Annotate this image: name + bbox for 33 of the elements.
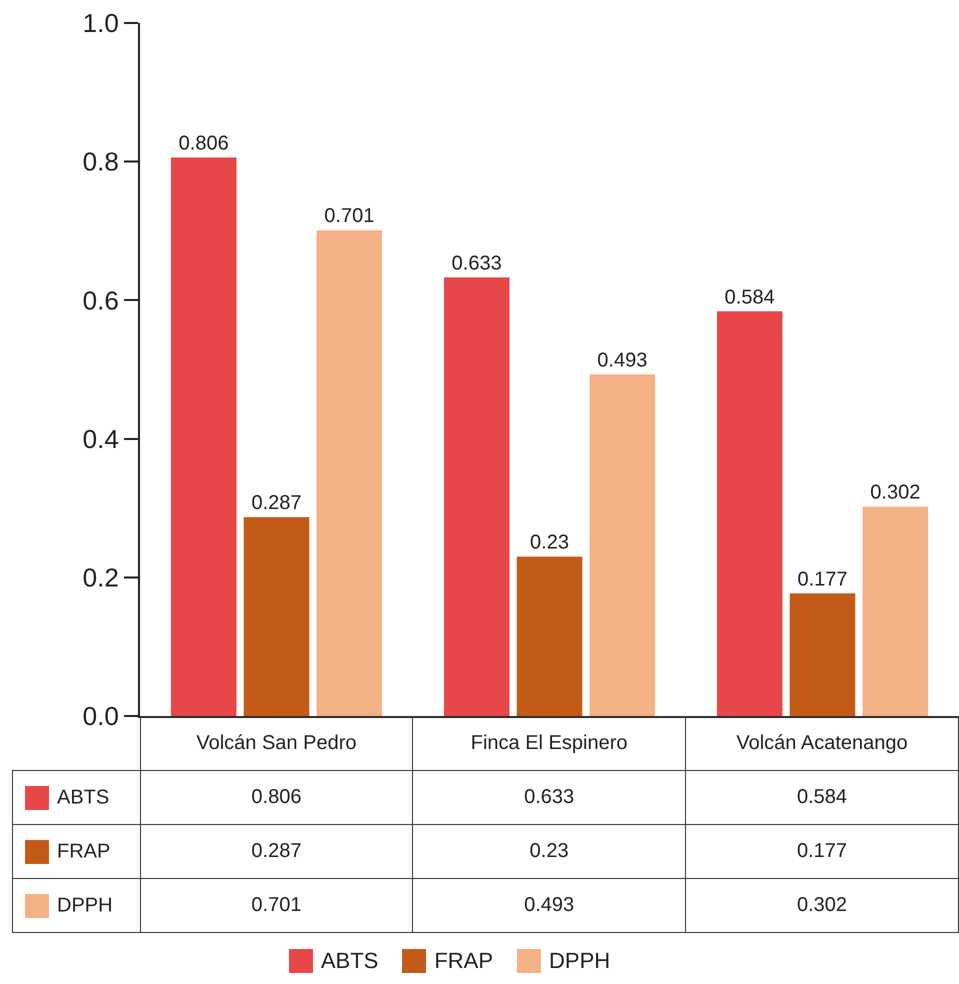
annotation: 0.302 — [870, 482, 920, 504]
legend-label: ABTS — [12, 770, 140, 824]
data-label: 0.701 — [140, 878, 413, 932]
y-tick-label: 1.0 — [82, 8, 119, 38]
data-label: 0.584 — [686, 770, 958, 824]
y-tick-label: 0.4 — [82, 424, 119, 454]
y-tick-label: 0.0 — [82, 701, 119, 732]
annotation: 0.23 — [530, 532, 569, 554]
annotation: 0.633 — [452, 252, 502, 274]
data-label: 0.302 — [686, 878, 958, 932]
x-tick-label: Volcán San Pedro — [140, 716, 413, 770]
annotation: 0.287 — [251, 492, 302, 514]
data-label: 0.806 — [140, 770, 413, 824]
annotation: 0.493 — [597, 349, 648, 372]
data-label: 0.177 — [686, 824, 958, 878]
y-tick-label: 0.2 — [82, 562, 119, 592]
annotation: 0.584 — [724, 286, 775, 308]
data-label: 0.493 — [412, 878, 686, 932]
text: FRAP — [434, 948, 494, 973]
text: DPPH — [57, 894, 113, 916]
x-tick-label: Finca El Espinero — [412, 716, 686, 770]
y-tick-label: 0.8 — [82, 146, 119, 177]
x-tick-label: Volcán Acatenango — [686, 716, 958, 770]
y-tick-label: 0.6 — [82, 285, 119, 316]
data-label: 0.23 — [412, 824, 686, 878]
annotation: 0.806 — [178, 132, 229, 154]
text: ABTS — [320, 948, 378, 973]
annotation: 0.701 — [324, 205, 374, 228]
data-label: 0.287 — [140, 824, 413, 878]
legend-label: DPPH — [548, 948, 610, 974]
legend-label: FRAP — [12, 824, 140, 878]
data-label: 0.633 — [412, 770, 686, 824]
annotation: 0.177 — [797, 568, 848, 590]
